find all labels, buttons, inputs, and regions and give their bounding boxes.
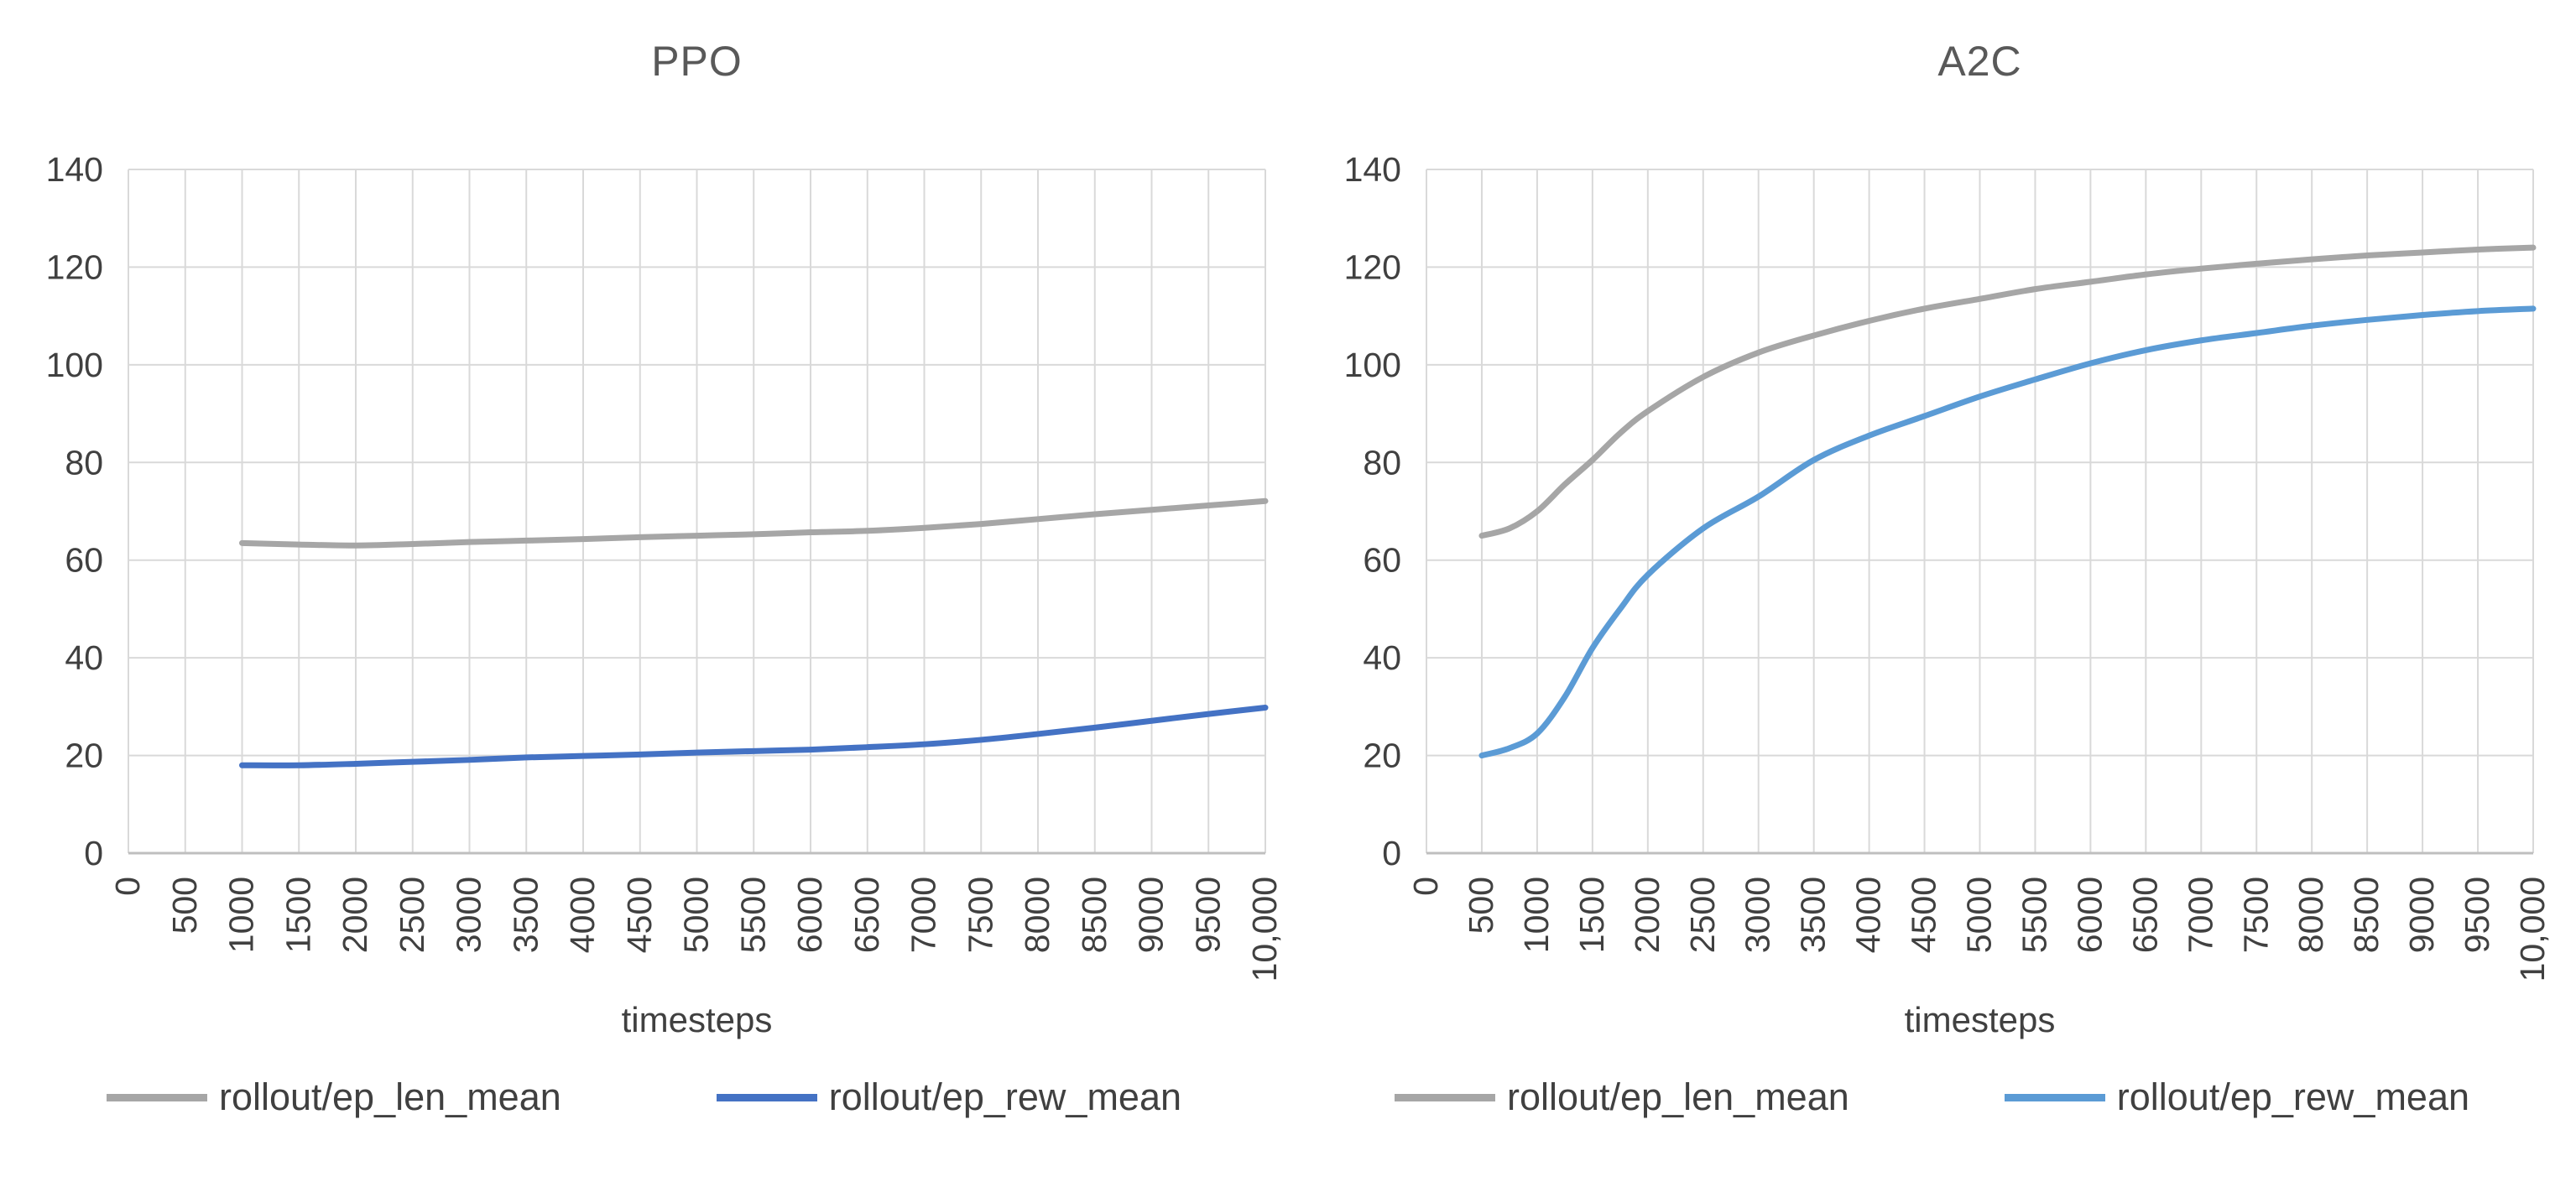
y-tick-label: 20 (65, 737, 103, 775)
y-tick-label: 40 (65, 638, 103, 677)
x-tick-label: 9500 (2458, 877, 2496, 953)
x-tick-label: 5500 (733, 877, 772, 953)
x-tick-label: 6500 (847, 877, 886, 953)
x-tick-label: 1500 (279, 877, 317, 953)
x-tick-label: 1000 (1517, 877, 1556, 953)
x-tick-label: 7000 (905, 877, 943, 953)
series-line-ep-len-mean (1478, 244, 2537, 539)
x-tick-label: 10,000 (2513, 877, 2552, 982)
legend-label-ep-len: rollout/ep_len_mean (1506, 1075, 1849, 1118)
x-tick-label: 8500 (2347, 877, 2386, 953)
x-tick-label: 3500 (1794, 877, 1833, 953)
x-tick-label: 8500 (1075, 877, 1113, 953)
x-tick-label: 9500 (1188, 877, 1227, 953)
chart-plot-a2c: 0 20 40 60 80 100 120 140 0 500 1000 1500 2000 2500 30… (1344, 150, 2552, 1039)
x-tick-label: 1500 (1572, 877, 1611, 953)
y-tick-label: 100 (1344, 346, 1401, 384)
x-tick-label: 4500 (620, 877, 659, 953)
x-tick-label: 7500 (2236, 877, 2275, 953)
series-line-ep-rew-mean (1478, 305, 2537, 759)
x-tick-label: 3000 (1739, 877, 1777, 953)
x-tick-label: 8000 (1018, 877, 1056, 953)
series-line-ep-rew-mean (239, 705, 1269, 768)
x-tick-label: 5000 (677, 877, 716, 953)
legend-item-ep-rew: rollout/ep_rew_mean (2004, 1075, 2470, 1119)
x-tick-label: 500 (165, 877, 204, 934)
y-tick-label: 0 (84, 834, 103, 872)
legend-item-ep-len: rollout/ep_len_mean (1394, 1075, 1849, 1119)
legend-swatch-ep-len (1394, 1093, 1495, 1101)
x-tick-label: 4000 (563, 877, 602, 953)
x-tick-label: 6000 (790, 877, 829, 953)
x-tick-label: 6500 (2125, 877, 2164, 953)
y-tick-label: 80 (1363, 443, 1401, 482)
x-tick-label: 9000 (2402, 877, 2441, 953)
y-tick-label: 60 (1363, 541, 1401, 580)
series-line-ep-len-mean (239, 497, 1269, 549)
chart-title-a2c: A2C (1937, 38, 2022, 85)
y-tick-label: 100 (46, 346, 103, 384)
y-tick-label: 0 (1382, 834, 1401, 872)
y-tick-label: 20 (1363, 737, 1401, 775)
x-tick-label: 0 (108, 877, 147, 896)
x-tick-label: 1000 (222, 877, 261, 953)
x-tick-label: 10,000 (1245, 877, 1284, 982)
legend-item-ep-len: rollout/ep_len_mean (106, 1075, 561, 1119)
x-tick-label: 2500 (393, 877, 431, 953)
legend-a2c: rollout/ep_len_mean rollout/ep_rew_mean (1288, 1075, 2576, 1119)
legend-label-ep-len: rollout/ep_len_mean (218, 1075, 561, 1118)
x-tick-label: 6000 (2070, 877, 2109, 953)
x-tick-label: 2000 (336, 877, 374, 953)
x-tick-label: 2000 (1628, 877, 1666, 953)
x-tick-label: 9000 (1132, 877, 1171, 953)
x-axis-title: timesteps (1905, 1000, 2056, 1039)
y-tick-label: 120 (1344, 247, 1401, 286)
legend-swatch-ep-rew (2004, 1093, 2105, 1101)
x-tick-label: 7500 (961, 877, 999, 953)
y-tick-label: 80 (65, 443, 103, 482)
legend-item-ep-rew: rollout/ep_rew_mean (716, 1075, 1182, 1119)
legend-label-ep-rew: rollout/ep_rew_mean (2116, 1075, 2470, 1118)
x-tick-label: 2500 (1683, 877, 1722, 953)
y-tick-label: 40 (1363, 638, 1401, 677)
y-tick-label: 60 (65, 541, 103, 580)
x-tick-label: 4000 (1849, 877, 1888, 953)
x-tick-label: 5500 (2015, 877, 2053, 953)
chart-title-ppo: PPO (651, 38, 743, 85)
x-tick-label: 500 (1462, 877, 1500, 934)
x-tick-label: 5000 (1960, 877, 1999, 953)
x-tick-label: 3500 (506, 877, 545, 953)
chart-panel-a2c: A2C 0 20 40 60 80 100 120 140 0 500 1000 1500 2000 25… (1288, 0, 2576, 1182)
x-tick-label: 0 (1406, 877, 1445, 896)
chart-panel-ppo: PPO 0 20 40 60 80 100 120 140 0 500 1000 1500 2000 25… (0, 38, 1288, 1119)
y-tick-label: 120 (46, 247, 103, 286)
x-tick-label: 8000 (2292, 877, 2330, 953)
legend-swatch-ep-len (106, 1093, 207, 1101)
legend-swatch-ep-rew (716, 1093, 817, 1101)
x-tick-label: 3000 (450, 877, 488, 953)
legend-label-ep-rew: rollout/ep_rew_mean (828, 1075, 1182, 1118)
legend-ppo: rollout/ep_len_mean rollout/ep_rew_mean (0, 1075, 1288, 1119)
x-tick-label: 4500 (1905, 877, 1943, 953)
chart-plot-ppo: 0 20 40 60 80 100 120 140 0 500 1000 1500 2000 2500 30… (46, 150, 1284, 1039)
y-tick-label: 140 (46, 150, 103, 189)
y-tick-label: 140 (1344, 150, 1401, 189)
x-axis-title: timesteps (622, 1000, 773, 1039)
x-tick-label: 7000 (2181, 877, 2219, 953)
